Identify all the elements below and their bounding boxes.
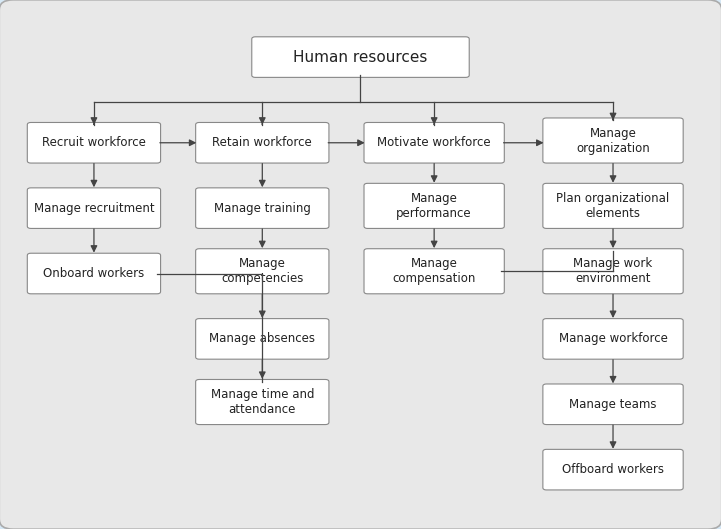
FancyBboxPatch shape <box>364 123 504 163</box>
FancyBboxPatch shape <box>195 318 329 359</box>
Text: Recruit workforce: Recruit workforce <box>42 136 146 149</box>
FancyBboxPatch shape <box>543 249 684 294</box>
Text: Manage recruitment: Manage recruitment <box>34 202 154 215</box>
Text: Manage workforce: Manage workforce <box>559 332 668 345</box>
FancyBboxPatch shape <box>195 379 329 425</box>
Text: Manage absences: Manage absences <box>209 332 315 345</box>
Text: Plan organizational
elements: Plan organizational elements <box>557 192 670 220</box>
FancyBboxPatch shape <box>543 449 684 490</box>
Text: Manage
compensation: Manage compensation <box>392 257 476 285</box>
FancyBboxPatch shape <box>364 184 504 229</box>
Text: Manage time and
attendance: Manage time and attendance <box>211 388 314 416</box>
Text: Offboard workers: Offboard workers <box>562 463 664 476</box>
Text: Manage
organization: Manage organization <box>576 126 650 154</box>
Text: Manage work
environment: Manage work environment <box>573 257 653 285</box>
Text: Manage
competencies: Manage competencies <box>221 257 304 285</box>
Text: Manage
performance: Manage performance <box>397 192 472 220</box>
FancyBboxPatch shape <box>252 37 469 77</box>
FancyBboxPatch shape <box>27 253 161 294</box>
Text: Motivate workforce: Motivate workforce <box>377 136 491 149</box>
FancyBboxPatch shape <box>27 188 161 229</box>
Text: Manage training: Manage training <box>214 202 311 215</box>
Text: Retain workforce: Retain workforce <box>213 136 312 149</box>
FancyBboxPatch shape <box>195 249 329 294</box>
FancyBboxPatch shape <box>543 318 684 359</box>
Text: Human resources: Human resources <box>293 50 428 65</box>
FancyBboxPatch shape <box>195 123 329 163</box>
FancyBboxPatch shape <box>27 123 161 163</box>
FancyBboxPatch shape <box>543 184 684 229</box>
Text: Onboard workers: Onboard workers <box>43 267 145 280</box>
Text: Manage teams: Manage teams <box>570 398 657 411</box>
FancyBboxPatch shape <box>543 118 684 163</box>
FancyBboxPatch shape <box>195 188 329 229</box>
FancyBboxPatch shape <box>543 384 684 425</box>
FancyBboxPatch shape <box>364 249 504 294</box>
